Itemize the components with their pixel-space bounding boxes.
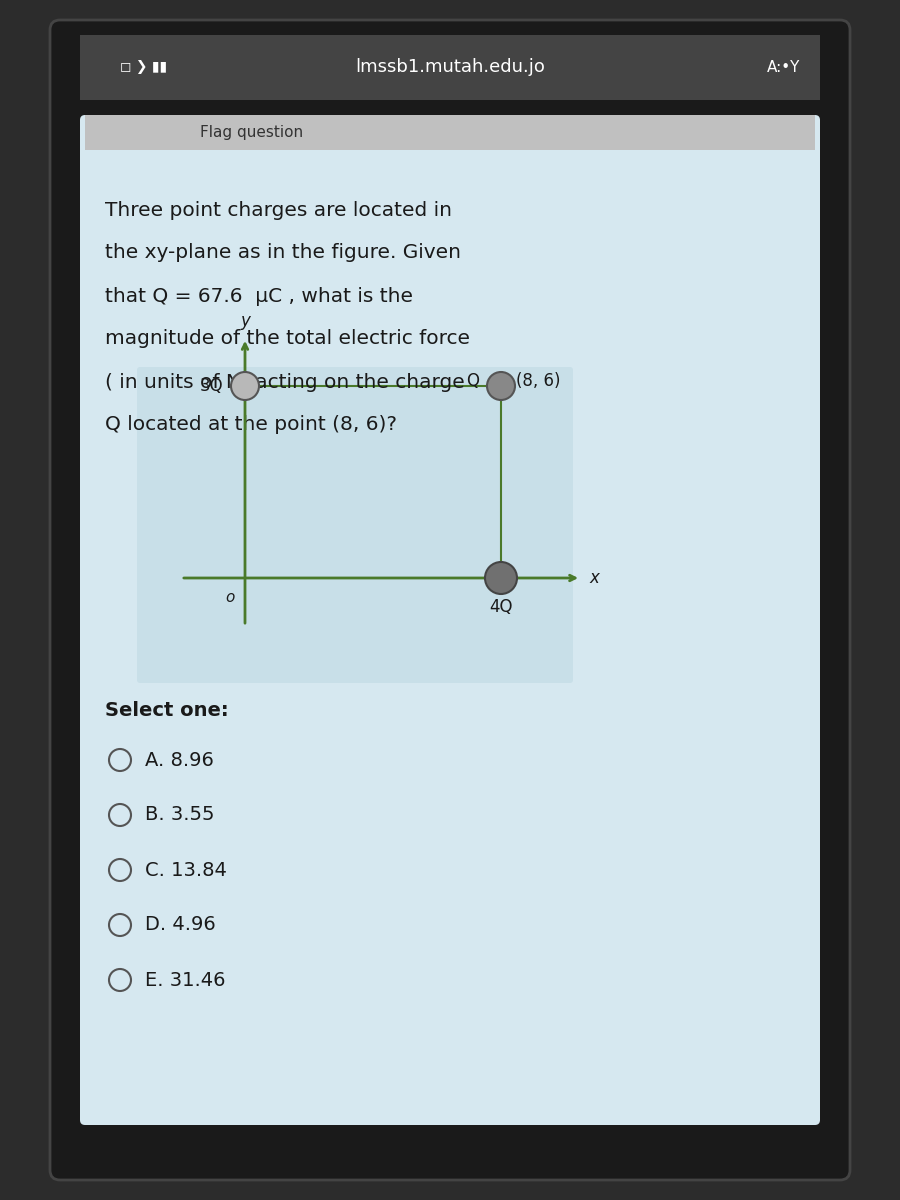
Bar [80,35,820,100]
Text: o: o [226,590,235,605]
Text: E. 31.46: E. 31.46 [145,971,226,990]
Text: that Q = 67.6  μC , what is the: that Q = 67.6 μC , what is the [105,287,413,306]
Text: x: x [589,569,598,587]
FancyBboxPatch shape [50,20,850,1180]
Text: lmssb1.mutah.edu.jo: lmssb1.mutah.edu.jo [356,58,544,76]
Text: ( in units of N) acting on the charge: ( in units of N) acting on the charge [105,372,464,391]
Text: y: y [240,312,250,330]
Circle shape [487,372,515,400]
Text: (8, 6): (8, 6) [516,372,561,390]
Text: the xy-plane as in the figure. Given: the xy-plane as in the figure. Given [105,244,461,263]
Text: C. 13.84: C. 13.84 [145,860,227,880]
FancyBboxPatch shape [137,367,573,683]
Text: Q: Q [466,372,479,390]
Text: ◻ ❯ ▮▮: ◻ ❯ ▮▮ [120,60,167,74]
Text: magnitude of the total electric force: magnitude of the total electric force [105,330,470,348]
Text: 4Q: 4Q [490,598,513,616]
Text: Three point charges are located in: Three point charges are located in [105,200,452,220]
Text: Flag question: Flag question [200,126,303,140]
Circle shape [485,562,517,594]
Text: Q located at the point (8, 6)?: Q located at the point (8, 6)? [105,415,397,434]
FancyBboxPatch shape [80,115,820,1126]
Text: A:•Y: A:•Y [767,60,800,74]
Text: 3Q: 3Q [200,377,223,395]
Text: B. 3.55: B. 3.55 [145,805,214,824]
Text: A. 8.96: A. 8.96 [145,750,214,769]
Circle shape [231,372,259,400]
Text: Select one:: Select one: [105,701,229,720]
Text: D. 4.96: D. 4.96 [145,916,216,935]
Bar [85,115,815,150]
